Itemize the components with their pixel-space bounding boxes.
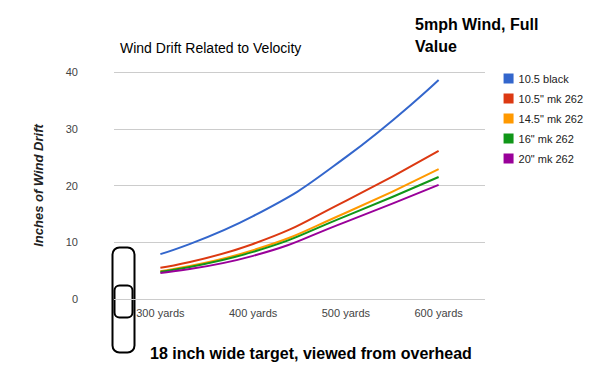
- svg-text:20" mk 262: 20" mk 262: [519, 153, 574, 165]
- svg-text:Wind Drift Related to Velocity: Wind Drift Related to Velocity: [120, 40, 301, 56]
- svg-text:5mph Wind, Full: 5mph Wind, Full: [415, 16, 543, 33]
- svg-text:10.5 black: 10.5 black: [519, 73, 570, 85]
- svg-text:30: 30: [66, 123, 78, 135]
- svg-text:Value: Value: [415, 38, 457, 55]
- svg-text:40: 40: [66, 66, 78, 78]
- svg-text:20: 20: [66, 180, 78, 192]
- svg-text:600 yards: 600 yards: [414, 307, 463, 319]
- svg-text:10: 10: [66, 236, 78, 248]
- svg-text:14.5" mk 262: 14.5" mk 262: [519, 113, 583, 125]
- svg-text:16" mk 262: 16" mk 262: [519, 133, 574, 145]
- svg-text:300 yards: 300 yards: [136, 307, 185, 319]
- svg-text:10.5" mk 262: 10.5" mk 262: [519, 93, 583, 105]
- svg-text:0: 0: [72, 293, 78, 305]
- svg-text:400 yards: 400 yards: [229, 307, 278, 319]
- svg-text:500 yards: 500 yards: [322, 307, 371, 319]
- svg-text:18 inch wide target, viewed fr: 18 inch wide target, viewed from overhea…: [150, 345, 472, 362]
- svg-text:Inches of Wind Drift: Inches of Wind Drift: [31, 124, 46, 247]
